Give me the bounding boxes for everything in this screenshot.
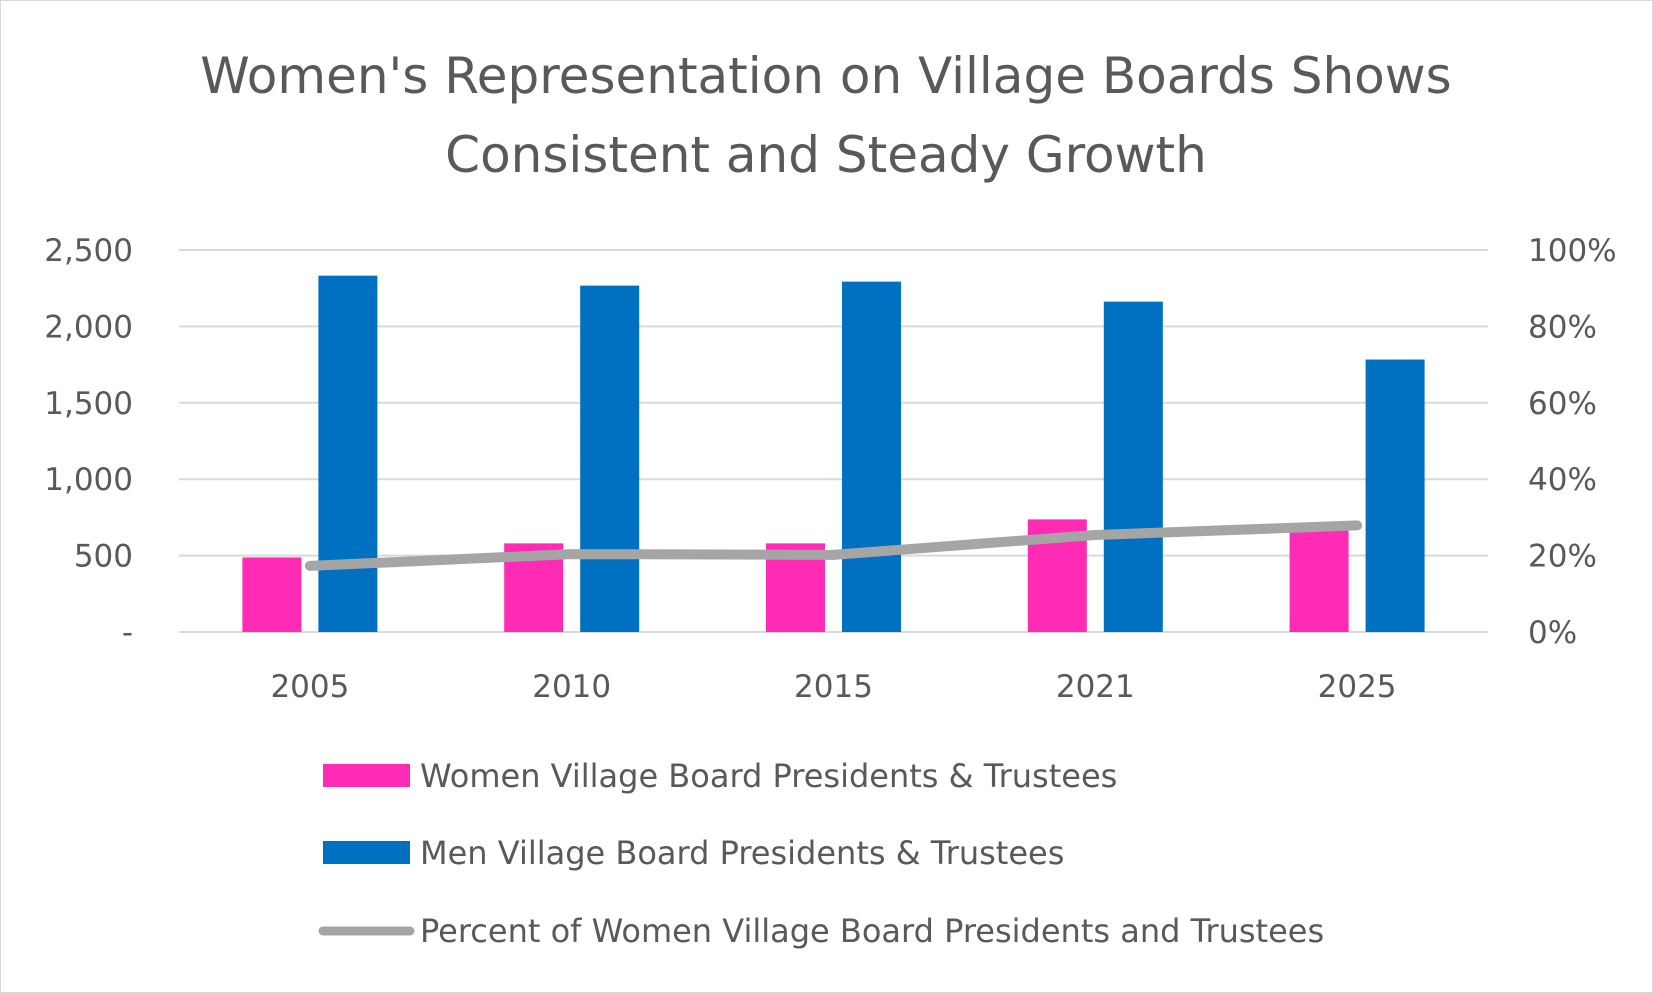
legend-label: Percent of Women Village Board President… bbox=[420, 912, 1324, 950]
bar-men-2005 bbox=[318, 275, 378, 632]
y2-tick-label: 60% bbox=[1528, 386, 1597, 422]
y2-tick-label: 20% bbox=[1528, 539, 1597, 575]
bar-men-2021 bbox=[1103, 301, 1163, 632]
percent-women-line bbox=[304, 520, 1363, 571]
legend-swatch-0 bbox=[323, 764, 410, 787]
bar-women-2025 bbox=[1289, 526, 1349, 632]
legend-swatch-1 bbox=[323, 841, 410, 864]
y-tick-label: - bbox=[122, 615, 133, 651]
x-tick-label: 2025 bbox=[1318, 669, 1397, 705]
y2-tick-label: 40% bbox=[1528, 462, 1597, 498]
y-tick-label: 500 bbox=[74, 539, 133, 575]
x-tick-label: 2005 bbox=[270, 669, 349, 705]
bar-men-2025 bbox=[1365, 359, 1425, 632]
x-tick-label: 2021 bbox=[1056, 669, 1135, 705]
y2-tick-label: 80% bbox=[1528, 309, 1597, 345]
chart-title-line-1: Women's Representation on Village Boards… bbox=[200, 47, 1451, 105]
legend-label: Women Village Board Presidents & Trustee… bbox=[420, 757, 1117, 795]
x-tick-label: 2010 bbox=[532, 669, 611, 705]
x-tick-label: 2015 bbox=[794, 669, 873, 705]
chart-title-line-2: Consistent and Steady Growth bbox=[445, 126, 1207, 184]
bar-women-2005 bbox=[242, 557, 302, 632]
legend-label: Men Village Board Presidents & Trustees bbox=[420, 834, 1064, 872]
bar-men-2010 bbox=[580, 285, 640, 632]
y2-tick-label: 0% bbox=[1528, 615, 1577, 651]
y-tick-label: 2,500 bbox=[44, 233, 133, 269]
y-tick-label: 1,500 bbox=[44, 386, 133, 422]
y-tick-label: 2,000 bbox=[44, 309, 133, 345]
y2-tick-label: 100% bbox=[1528, 233, 1617, 269]
y-tick-label: 1,000 bbox=[44, 462, 133, 498]
bar-men-2015 bbox=[842, 281, 901, 632]
